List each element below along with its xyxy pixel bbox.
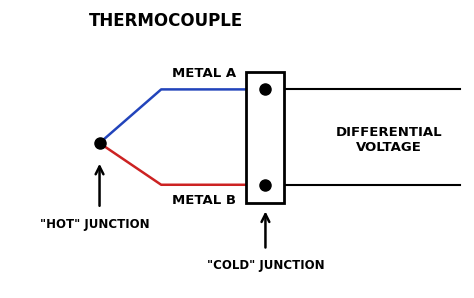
Bar xyxy=(246,72,284,203)
Text: THERMOCOUPLE: THERMOCOUPLE xyxy=(89,12,243,30)
Text: DIFFERENTIAL
VOLTAGE: DIFFERENTIAL VOLTAGE xyxy=(336,126,442,154)
Text: "COLD" JUNCTION: "COLD" JUNCTION xyxy=(207,259,324,272)
Text: METAL B: METAL B xyxy=(172,194,236,207)
Text: METAL A: METAL A xyxy=(172,67,236,80)
Text: "HOT" JUNCTION: "HOT" JUNCTION xyxy=(40,218,150,231)
